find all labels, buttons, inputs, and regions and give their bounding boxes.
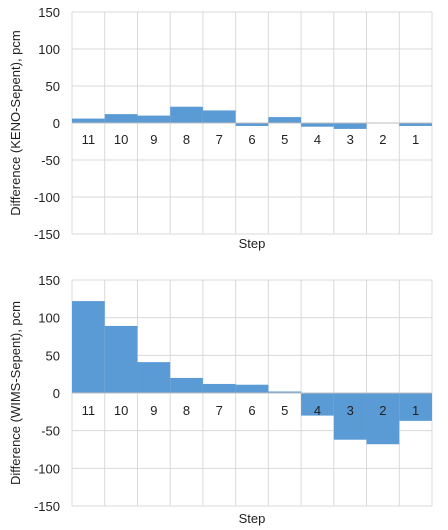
bars-layer [72,106,432,129]
bar [399,393,432,421]
bar [202,110,236,123]
bar [235,123,269,126]
y-tick-label: 150 [38,5,60,20]
y-tick-label: -50 [41,424,60,439]
ytick-layer: 150 100 50 0 -50 -100 -150 [34,5,60,242]
category-label: 8 [183,403,190,418]
bar [72,118,105,123]
category-label: 4 [314,132,321,147]
ytick-layer: 150 100 50 0 -50 -100 -150 [34,273,60,514]
category-label-layer: 11 10 9 8 7 6 5 4 3 2 1 [82,132,420,147]
x-axis-label: Step [239,511,266,526]
bar [366,393,400,445]
category-label: 5 [281,132,288,147]
category-label: 10 [114,403,128,418]
category-label: 6 [248,132,255,147]
y-axis-label: Difference (WIMS-Sepent), pcm [8,301,23,485]
category-label: 3 [347,132,354,147]
y-tick-label: 50 [46,79,60,94]
bar [268,391,302,393]
category-label: 9 [150,132,157,147]
category-label: 4 [314,403,321,418]
category-label: 6 [248,403,255,418]
y-tick-label: -150 [34,227,60,242]
bar [301,123,334,127]
category-label: 10 [114,132,128,147]
bar [137,115,171,123]
bar [235,384,269,393]
category-label: 1 [412,132,419,147]
x-axis-label: Step [239,236,266,251]
y-tick-label: 100 [38,311,60,326]
bar [399,123,432,126]
category-label: 7 [216,403,223,418]
category-label: 11 [82,403,96,418]
category-label: 2 [379,132,386,147]
category-label: 8 [183,132,190,147]
bar [104,114,138,123]
category-label: 2 [379,403,386,418]
bar [333,123,367,129]
bar [301,393,334,416]
bars-layer [72,301,432,445]
category-label: 3 [347,403,354,418]
y-tick-label: 150 [38,273,60,288]
bar [170,106,203,123]
y-tick-label: 0 [53,386,60,401]
wims-difference-chart: 150 100 50 0 -50 -100 -150 11 10 9 8 7 6 5 4 3 2 1 Diffe… [8,273,433,526]
y-tick-label: -150 [34,499,60,514]
category-label: 7 [216,132,223,147]
bar [202,383,236,393]
keno-difference-chart: 150 100 50 0 -50 -100 -150 11 10 9 8 7 6 5 4 3 2 1 Diffe… [8,5,433,251]
category-label: 9 [150,403,157,418]
bar [268,117,302,123]
y-tick-label: -50 [41,153,60,168]
y-tick-label: -100 [34,190,60,205]
bar [333,393,367,440]
category-label: 11 [82,132,96,147]
y-tick-label: 0 [53,116,60,131]
y-tick-label: 100 [38,42,60,57]
bar [170,377,203,393]
bar [104,325,138,393]
y-tick-label: -100 [34,461,60,476]
category-label: 1 [412,403,419,418]
y-tick-label: 50 [46,348,60,363]
category-label: 5 [281,403,288,418]
y-axis-label: Difference (KENO-Sepent), pcm [8,30,23,215]
category-label-layer: 11 10 9 8 7 6 5 4 3 2 1 [82,403,420,418]
bar [72,301,105,393]
bar [137,362,171,393]
